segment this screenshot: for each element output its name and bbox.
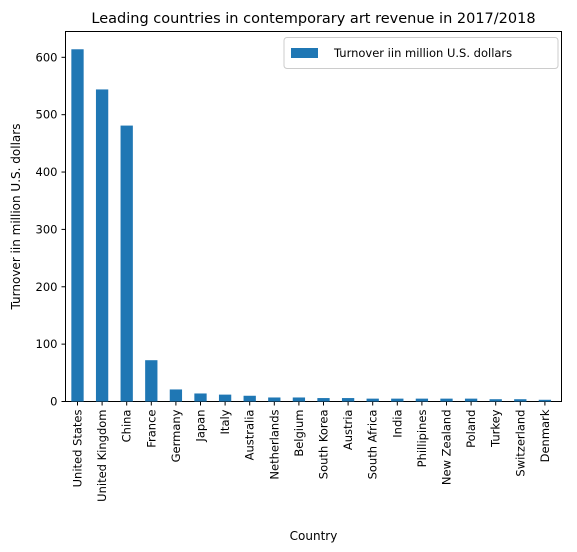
x-tick-label: Belgium bbox=[292, 410, 306, 457]
legend-label: Turnover iin million U.S. dollars bbox=[333, 46, 512, 60]
y-tick-label: 400 bbox=[36, 165, 58, 179]
x-tick-label: Netherlands bbox=[267, 410, 281, 480]
bar-china bbox=[121, 126, 133, 402]
y-tick-label: 600 bbox=[36, 50, 58, 64]
bar-switzerland bbox=[514, 399, 526, 401]
y-axis-label: Turnover iin million U.S. dollars bbox=[9, 124, 23, 311]
legend: Turnover iin million U.S. dollars bbox=[284, 38, 558, 69]
y-tick-label: 500 bbox=[36, 108, 58, 122]
plot-frame bbox=[66, 32, 562, 402]
x-tick-label: Poland bbox=[464, 409, 478, 447]
bar-austria bbox=[342, 398, 354, 401]
bar-denmark bbox=[539, 400, 551, 402]
x-tick-label: Phillipines bbox=[415, 409, 429, 467]
bar-belgium bbox=[293, 397, 305, 401]
x-tick-label: Austria bbox=[341, 410, 355, 451]
x-axis-ticks: United States United Kingdom China France Ge… bbox=[71, 402, 552, 502]
bar-italy bbox=[219, 395, 231, 402]
y-tick-label: 300 bbox=[36, 222, 58, 236]
y-axis-ticks: 0 100 200 300 400 500 600 bbox=[36, 50, 66, 408]
x-tick-label: South Africa bbox=[366, 410, 380, 480]
y-tick-label: 200 bbox=[36, 280, 58, 294]
bar-netherlands bbox=[268, 397, 280, 401]
x-tick-label: Germany bbox=[169, 409, 183, 462]
bar-series bbox=[71, 49, 551, 401]
bar-australia bbox=[244, 396, 256, 402]
x-tick-label: Australia bbox=[243, 410, 257, 461]
x-tick-label: China bbox=[120, 410, 134, 443]
bar-india bbox=[391, 399, 403, 402]
y-tick-label: 0 bbox=[50, 395, 57, 409]
x-tick-label: Switzerland bbox=[513, 410, 527, 477]
legend-swatch bbox=[291, 48, 318, 58]
bar-poland bbox=[465, 399, 477, 402]
chart-title: Leading countries in contemporary art re… bbox=[91, 11, 535, 27]
x-tick-label: Turkey bbox=[489, 409, 503, 448]
bar-united-kingdom bbox=[96, 89, 108, 401]
bar-phillipines bbox=[416, 399, 428, 402]
bar-united-states bbox=[71, 49, 83, 401]
bar-japan bbox=[194, 393, 206, 401]
x-tick-label: India bbox=[390, 410, 404, 438]
bar-south-korea bbox=[317, 398, 329, 401]
bar-turkey bbox=[490, 399, 502, 401]
x-tick-label: France bbox=[144, 410, 158, 448]
x-tick-label: South Korea bbox=[317, 410, 331, 480]
x-tick-label: United Kingdom bbox=[95, 410, 109, 502]
bar-south-africa bbox=[367, 399, 379, 402]
x-tick-label: Japan bbox=[194, 410, 208, 443]
y-tick-label: 100 bbox=[36, 337, 58, 351]
bar-germany bbox=[170, 389, 182, 401]
x-tick-label: Italy bbox=[218, 409, 232, 434]
x-axis-label: Country bbox=[290, 529, 338, 543]
bar-new-zealand bbox=[440, 399, 452, 402]
x-tick-label: Denmark bbox=[538, 409, 552, 462]
bar-france bbox=[145, 360, 157, 401]
x-tick-label: New Zealand bbox=[440, 410, 454, 486]
x-tick-label: United States bbox=[71, 409, 85, 487]
